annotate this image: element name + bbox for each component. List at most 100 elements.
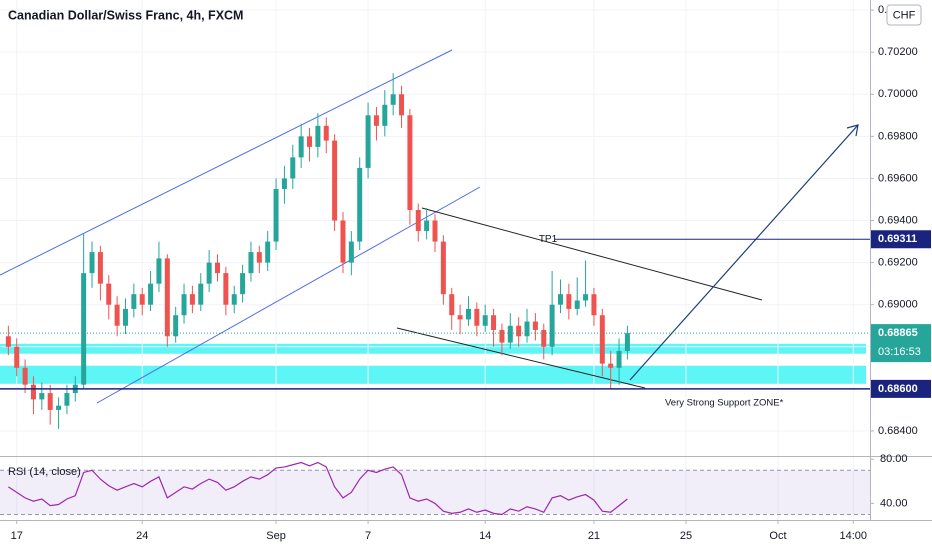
- price-label: 0.68600: [878, 383, 918, 395]
- target-arrow: [629, 124, 859, 381]
- candle-body: [516, 325, 522, 337]
- candle-body: [97, 252, 103, 284]
- support-zone: [0, 343, 866, 354]
- currency-label[interactable]: CHF: [893, 9, 916, 21]
- chart-title: Canadian Dollar/Swiss Franc, 4h, FXCM: [8, 8, 243, 22]
- candle-body: [549, 304, 555, 347]
- candle-body: [290, 157, 296, 179]
- candle-body: [139, 294, 145, 305]
- candle-body: [223, 273, 229, 305]
- candle-body: [164, 258, 170, 337]
- candle-body: [240, 273, 246, 295]
- candle-body: [532, 321, 538, 330]
- candle-body: [39, 393, 45, 400]
- wedge-lower: [396, 327, 646, 389]
- candle-body: [407, 115, 413, 211]
- wedge-upper: [421, 207, 763, 301]
- candle-body: [173, 315, 179, 337]
- candle-body: [541, 329, 547, 347]
- candle-body: [474, 308, 480, 326]
- candle-body: [373, 115, 379, 126]
- candle-body: [624, 333, 630, 351]
- candle-body: [616, 350, 622, 368]
- candle-body: [106, 283, 112, 305]
- candle-body: [557, 294, 563, 305]
- rsi-tick-label: 40.00: [880, 497, 908, 509]
- candle-body: [424, 220, 430, 232]
- candle-body: [206, 262, 212, 284]
- candle-body: [273, 188, 279, 242]
- candle-body: [323, 125, 329, 141]
- x-tick-label: 25: [680, 530, 692, 542]
- y-tick-label: 0.69400: [878, 214, 918, 226]
- candle-body: [231, 294, 237, 305]
- candle-body: [215, 262, 220, 274]
- candle-body: [348, 241, 354, 263]
- candle-body: [181, 294, 187, 316]
- y-tick-label: 0.69800: [878, 130, 918, 142]
- arrow-head: [846, 124, 859, 137]
- line-text: TP1: [539, 234, 558, 245]
- candle-body: [432, 220, 438, 242]
- candle-body: [365, 115, 371, 168]
- y-tick-label: 0.69200: [878, 257, 918, 269]
- candle-body: [382, 104, 388, 126]
- candle-body: [357, 167, 363, 242]
- rsi-title: RSI (14, close): [8, 466, 81, 478]
- price-label-box: [871, 230, 931, 249]
- candle-body: [307, 136, 313, 147]
- candle-body: [265, 241, 271, 263]
- candle-body: [499, 329, 505, 343]
- candle-body: [114, 304, 120, 326]
- rsi-band: [0, 470, 870, 515]
- channel-upper: [0, 49, 453, 276]
- candle-body: [30, 384, 36, 400]
- countdown: 03:16:53: [878, 346, 921, 358]
- candle-body: [56, 405, 62, 410]
- y-tick-label: 0.68400: [878, 425, 918, 437]
- candle-body: [281, 178, 287, 189]
- x-tick-label: Oct: [769, 530, 786, 542]
- candle-body: [198, 283, 204, 305]
- candle-body: [583, 294, 589, 301]
- candle-body: [315, 125, 321, 147]
- candle-body: [449, 294, 455, 316]
- line-text: Very Strong Support ZONE*: [665, 397, 784, 408]
- candle-body: [148, 283, 154, 305]
- candle-body: [524, 321, 530, 337]
- candle-body: [298, 136, 304, 158]
- current-price-box: [871, 324, 931, 363]
- candle-body: [89, 252, 95, 274]
- candle-body: [507, 325, 513, 343]
- candle-body: [248, 252, 254, 274]
- candle-body: [390, 94, 396, 105]
- rsi-line: [8, 461, 628, 516]
- currency-button[interactable]: [886, 4, 922, 26]
- candle-body: [256, 252, 262, 263]
- candle-body: [491, 315, 497, 330]
- candle-body: [47, 393, 53, 410]
- x-tick-label: 24: [136, 530, 148, 542]
- candle-body: [482, 315, 488, 326]
- y-tick-label: 0.70000: [878, 88, 918, 100]
- y-tick-label: 0.69600: [878, 172, 918, 184]
- x-tick-label: 14:00: [840, 530, 868, 542]
- candle-body: [465, 308, 471, 320]
- current-price-label: 0.68865: [878, 327, 918, 339]
- candle-body: [156, 258, 162, 284]
- candle-body: [81, 273, 87, 385]
- candle-body: [415, 210, 421, 232]
- candle-body: [574, 300, 580, 309]
- candle-body: [122, 308, 128, 326]
- candle-body: [399, 94, 405, 116]
- support-zone: [0, 365, 866, 384]
- price-label-box: [871, 379, 931, 398]
- y-tick-label: 0.69000: [878, 299, 918, 311]
- candle-body: [5, 336, 11, 347]
- candle-body: [64, 393, 70, 406]
- x-tick-label: 17: [11, 530, 23, 542]
- candle-body: [591, 294, 597, 316]
- candle-body: [566, 294, 572, 309]
